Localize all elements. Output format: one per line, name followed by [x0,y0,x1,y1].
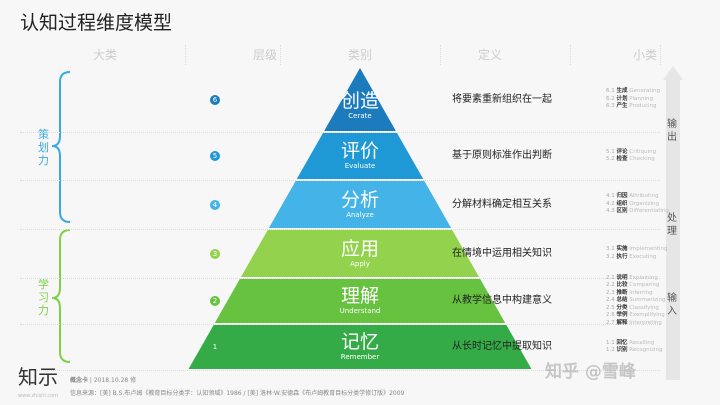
level-name: 评价 [340,140,379,162]
level-definition: 将要素重新组织在一起 [452,93,552,105]
flow-process: 处理 [667,213,677,237]
divider [280,45,282,65]
flow-input: 输入 [667,293,677,317]
subcategory: 2.3 推断 Inferring [606,289,653,296]
subcategory: 3.1 实施 Implementing [606,246,668,252]
flow-output: 输出 [667,119,677,143]
level-number: 1 [210,342,220,352]
pyramid-level-understand [214,279,506,323]
subcategory: 6.3 产生 Producing [606,103,657,110]
level-number: 6 [210,94,220,105]
level-label: 分析 Analyze [300,189,420,220]
divider [20,229,660,230]
arrow-up-icon [663,66,683,80]
level-name-en: Analyze [346,210,374,219]
level-label: 评价 Evaluate [300,140,420,171]
level-definition: 基于原则标准作出判断 [452,150,552,161]
date: 2018.10.28 修 [93,377,137,384]
subcategory: 1.2 识别 Recognizing [606,347,663,353]
divider [660,45,662,65]
group-label-learning: 学习力 [38,278,49,317]
subcategory: 2.7 解释 Interpreting [606,319,662,326]
subcategory: 5.1 评论 Critiquing [606,148,657,155]
level-definition: 分解材料确定相互关系 [452,198,552,210]
watermark: 知乎 @雪峰 [545,362,636,382]
subcategory: 2.4 总结 Summarizing [606,297,666,304]
level-name-en: Understand [339,307,381,315]
pyramid-level-analyze [268,181,452,228]
logo: 知示 [18,365,58,389]
level-number: 5 [210,151,220,161]
subcategory: 3.2 执行 Executing [606,253,657,260]
subcategory: 2.6 举例 Exemplifying [606,312,665,319]
divider [440,45,442,65]
subcategory-list: 1.1 回忆 Recalling 1.2 识别 Recognizing [606,340,663,355]
group-bracket-planning [51,71,71,223]
level-name-en: Apply [350,259,370,268]
column-header: 大类 [92,48,117,62]
subcategory: 2.1 说明 Explaining [606,274,658,281]
logo-url: www.zhishi.com [18,393,59,399]
source: 信息来源：[美] B.S.布卢姆《教育目标分类学：认知领域》1986 / [美]… [70,390,405,397]
pyramid-level-remember [188,325,532,369]
level-label: 理解 Understand [300,285,420,316]
subcategory: 6.1 生成 Generating [606,88,661,95]
subcategory: 4.2 组织 Organizing [606,200,660,207]
column-header: 定义 [477,48,502,62]
level-name: 记忆 [340,331,379,353]
subcategory: 2.5 分类 Classifying [606,304,659,311]
subcategory: 4.3 区别 Differentiating [606,208,669,215]
level-definition: 从长时记忆中提取知识 [452,341,552,352]
subcategory: 4.1 归因 Attributing [606,193,659,200]
level-label: 创造 Cerate [300,90,420,121]
level-name: 创造 [340,89,379,112]
divider [20,324,660,325]
flow-bar [666,80,680,380]
level-name-en: Evaluate [344,162,376,170]
divider [20,132,660,133]
level-definition: 在情境中运用相关知识 [452,247,552,259]
column-header: 类别 [347,48,372,62]
divider [20,278,660,279]
subcategory-list: 4.1 归因 Attributing 4.2 组织 Organizing 4.3 区… [606,193,669,216]
group-label-planning: 策划力 [38,128,49,167]
subcategory-list: 3.1 实施 Implementing 3.2 执行 Executing [606,246,668,261]
subcategory-list: 2.1 说明 Explaining 2.2 比较 Comparing 2.3 推断 … [606,275,666,328]
level-name-en: Cerate [348,111,372,120]
divider [20,370,660,371]
level-number: 2 [210,296,220,306]
divider [20,180,660,181]
level-number: 3 [210,248,220,259]
level-label: 记忆 Remember [300,331,420,362]
subcategory: 2.2 比较 Comparing [606,282,660,289]
level-name: 应用 [340,237,379,260]
subcategory: 5.2 检查 Checking [606,156,655,162]
level-label: 应用 Apply [300,238,420,269]
pyramid-level-cerate [324,68,396,131]
pyramid-level-apply [240,230,480,277]
subcategory: 6.2 计划 Planning [606,95,653,102]
pyramid-level-evaluate [296,133,424,179]
card-label: 概念卡 [70,377,89,384]
group-bracket-learning [51,229,71,363]
subcategory-list: 5.1 评论 Critiquing 5.2 检查 Checking [606,149,656,164]
column-header: 层级 [252,48,277,62]
subcategory-list: 6.1 生成 Generating 6.2 计划 Planning 6.3 产生 P… [606,88,660,111]
level-name: 分析 [340,188,379,211]
divider [185,45,187,65]
column-header: 小类 [632,48,657,62]
page-title: 认知过程维度模型 [20,12,173,34]
level-number: 4 [210,199,220,210]
subcategory: 1.1 回忆 Recalling [606,339,655,346]
divider [570,45,572,65]
level-name-en: Remember [340,353,380,361]
level-definition: 从教学信息中构建意义 [452,295,552,306]
level-name: 理解 [340,285,379,307]
